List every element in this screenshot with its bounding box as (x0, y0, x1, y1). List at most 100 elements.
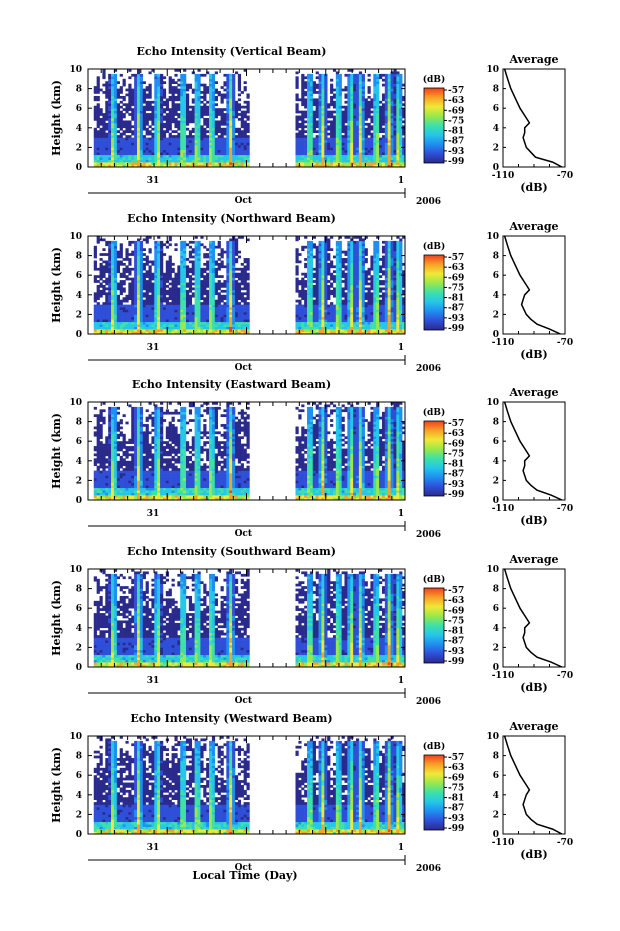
colorbar-tick-label: -81 (448, 794, 464, 804)
average-y-tick-label: 4 (493, 624, 499, 634)
average-title: Average (508, 53, 558, 66)
heatmap-cells (93, 402, 406, 501)
heatmap-cells (93, 69, 406, 168)
y-tick-label: 8 (76, 252, 82, 262)
average-profile-line (503, 735, 563, 835)
year-label: 2006 (416, 864, 441, 874)
average-y-tick-label: 10 (486, 232, 499, 242)
colorbar (423, 254, 445, 331)
day-tick-label: 31 (147, 176, 160, 186)
day-tick-label: 1 (398, 843, 404, 853)
heatmap-cells (93, 236, 406, 335)
y-tick-label: 0 (76, 496, 82, 506)
year-label: 2006 (416, 697, 441, 707)
average-x-tick-label: -110 (492, 671, 515, 681)
colorbar-tick-label: -81 (448, 127, 464, 137)
month-label: Oct (235, 363, 253, 373)
colorbar-tick-label: -75 (448, 449, 464, 459)
average-y-tick-label: 4 (493, 457, 499, 467)
y-tick-label: 8 (76, 418, 82, 428)
y-tick-label: 10 (69, 732, 82, 742)
day-tick-label: 31 (147, 676, 160, 686)
average-y-tick-label: 6 (493, 104, 499, 114)
panel-westward: Echo Intensity (Westward Beam)0246810Hei… (50, 712, 573, 874)
colorbar-tick-label: -99 (448, 490, 464, 500)
colorbar (423, 87, 445, 164)
panel-vertical: Echo Intensity (Vertical Beam)0246810Hei… (50, 45, 573, 207)
colorbar-tick-label: -69 (448, 273, 464, 283)
x-axis-label: Local Time (Day) (192, 869, 297, 882)
colorbar-tick-label: -81 (448, 294, 464, 304)
panel-title: Echo Intensity (Vertical Beam) (136, 45, 326, 58)
colorbar-tick-label: -63 (448, 96, 464, 106)
y-axis-label: Height (km) (50, 580, 63, 656)
year-label: 2006 (416, 530, 441, 540)
colorbar-tick-label: -87 (448, 470, 464, 480)
average-frame (502, 735, 566, 835)
panel-title: Echo Intensity (Northward Beam) (127, 212, 336, 225)
colorbar (423, 420, 445, 497)
month-label: Oct (235, 529, 253, 539)
average-x-tick-label: -70 (557, 504, 573, 514)
y-tick-label: 2 (76, 143, 82, 153)
colorbar-tick-label: -87 (448, 637, 464, 647)
colorbar-tick-label: -63 (448, 596, 464, 606)
panel-title: Echo Intensity (Eastward Beam) (132, 378, 331, 391)
average-y-tick-label: 2 (493, 810, 499, 820)
y-axis-label: Height (km) (50, 247, 63, 323)
colorbar-unit: (dB) (423, 241, 445, 252)
average-title: Average (508, 220, 558, 233)
colorbar-tick-label: -93 (448, 314, 464, 324)
average-frame (502, 235, 566, 335)
average-y-tick-label: 0 (493, 830, 499, 840)
y-tick-label: 0 (76, 830, 82, 840)
y-tick-label: 4 (76, 791, 82, 801)
average-x-tick-label: -70 (557, 338, 573, 348)
y-tick-label: 8 (76, 585, 82, 595)
y-axis-label: Height (km) (50, 747, 63, 823)
average-y-tick-label: 4 (493, 291, 499, 301)
average-frame (502, 401, 566, 501)
average-y-tick-label: 2 (493, 143, 499, 153)
colorbar-tick-label: -69 (448, 439, 464, 449)
month-label: Oct (235, 196, 253, 206)
year-label: 2006 (416, 364, 441, 374)
y-axis-label: Height (km) (50, 413, 63, 489)
average-y-tick-label: 8 (493, 252, 499, 262)
average-x-tick-label: -110 (492, 504, 515, 514)
colorbar-unit: (dB) (423, 574, 445, 585)
colorbar-tick-label: -75 (448, 783, 464, 793)
heatmap-cells (93, 569, 406, 668)
average-frame (502, 568, 566, 668)
average-x-tick-label: -110 (492, 838, 515, 848)
colorbar-tick-label: -87 (448, 804, 464, 814)
colorbar-tick-label: -75 (448, 116, 464, 126)
average-profile-line (503, 568, 563, 668)
colorbar-tick-label: -99 (448, 824, 464, 834)
average-x-tick-label: -70 (557, 171, 573, 181)
average-y-tick-label: 2 (493, 310, 499, 320)
colorbar-tick-label: -63 (448, 429, 464, 439)
colorbar-tick-label: -81 (448, 627, 464, 637)
y-tick-label: 4 (76, 457, 82, 467)
average-y-tick-label: 6 (493, 604, 499, 614)
colorbar-tick-label: -57 (448, 253, 464, 263)
average-title: Average (508, 553, 558, 566)
y-tick-label: 0 (76, 663, 82, 673)
colorbar-tick-label: -57 (448, 419, 464, 429)
colorbar-tick-label: -63 (448, 763, 464, 773)
average-x-tick-label: -110 (492, 338, 515, 348)
day-tick-label: 1 (398, 509, 404, 519)
average-title: Average (508, 386, 558, 399)
colorbar-tick-label: -93 (448, 647, 464, 657)
colorbar-tick-label: -81 (448, 460, 464, 470)
day-tick-label: 1 (398, 343, 404, 353)
average-y-tick-label: 8 (493, 85, 499, 95)
panel-eastward: Echo Intensity (Eastward Beam)0246810Hei… (50, 378, 573, 540)
average-y-tick-label: 0 (493, 330, 499, 340)
average-y-tick-label: 4 (493, 124, 499, 134)
average-y-tick-label: 10 (486, 732, 499, 742)
year-label: 2006 (416, 197, 441, 207)
colorbar (423, 754, 445, 831)
